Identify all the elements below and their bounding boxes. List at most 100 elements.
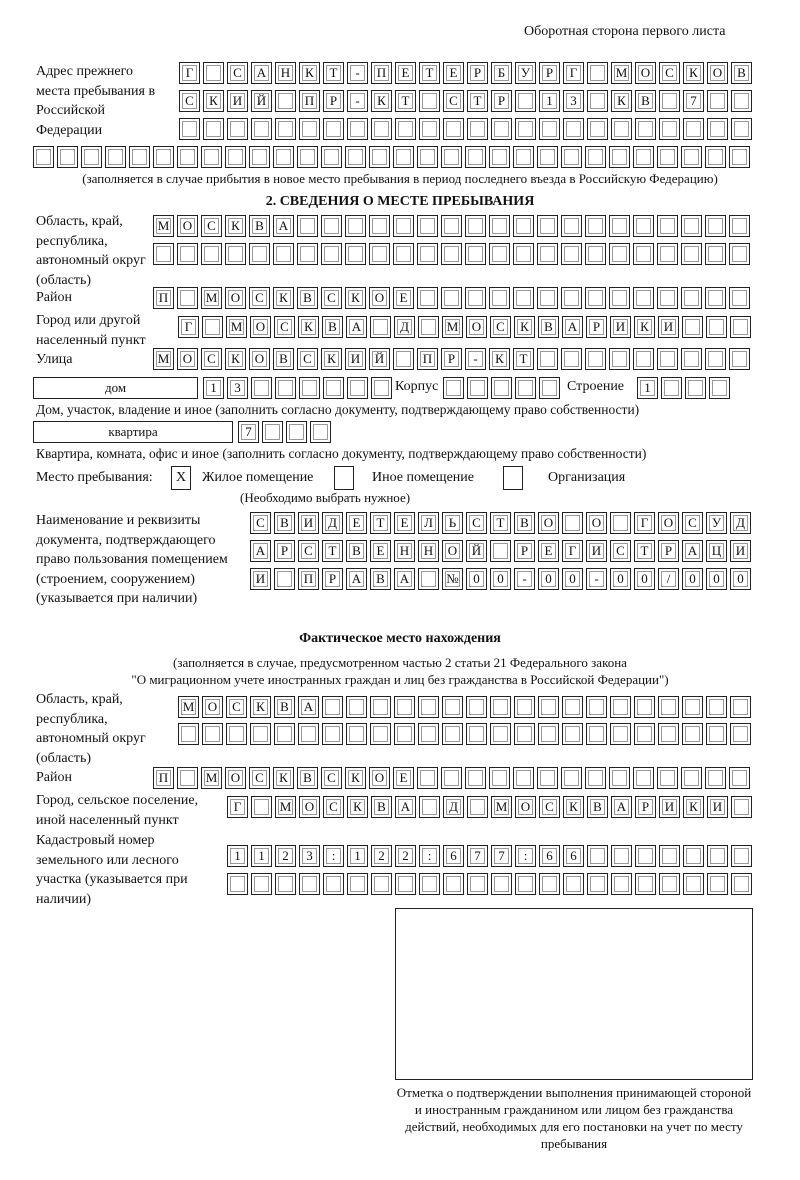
char-cell[interactable] [394, 696, 415, 718]
char-cell[interactable] [465, 215, 486, 237]
char-cell[interactable] [370, 723, 391, 745]
char-cell[interactable] [707, 90, 728, 112]
char-cell[interactable]: У [515, 62, 536, 84]
char-cell[interactable] [299, 873, 320, 895]
char-cell[interactable]: Т [490, 512, 511, 534]
char-cell[interactable]: А [346, 316, 367, 338]
char-cell[interactable] [609, 287, 630, 309]
char-cell[interactable]: О [442, 540, 463, 562]
char-cell[interactable] [441, 287, 462, 309]
char-cell[interactable] [419, 873, 440, 895]
char-cell[interactable] [249, 146, 270, 168]
char-cell[interactable]: В [346, 540, 367, 562]
char-cell[interactable] [633, 215, 654, 237]
char-cell[interactable] [633, 287, 654, 309]
char-cell[interactable] [587, 62, 608, 84]
char-cell[interactable]: 0 [706, 568, 727, 590]
char-cell[interactable] [129, 146, 150, 168]
char-cell[interactable] [251, 796, 272, 818]
char-cell[interactable] [417, 146, 438, 168]
char-cell[interactable] [201, 243, 222, 265]
char-cell[interactable]: М [226, 316, 247, 338]
char-cell[interactable] [345, 243, 366, 265]
char-cell[interactable] [681, 215, 702, 237]
char-cell[interactable] [513, 215, 534, 237]
char-cell[interactable] [731, 845, 752, 867]
char-cell[interactable] [417, 243, 438, 265]
char-cell[interactable] [561, 146, 582, 168]
char-cell[interactable] [561, 767, 582, 789]
char-cell[interactable]: Р [586, 316, 607, 338]
char-cell[interactable] [634, 723, 655, 745]
char-cell[interactable]: : [515, 845, 536, 867]
char-cell[interactable] [609, 243, 630, 265]
char-cell[interactable]: С [250, 512, 271, 534]
char-cell[interactable]: К [225, 348, 246, 370]
char-cell[interactable] [609, 146, 630, 168]
char-cell[interactable]: 3 [227, 377, 248, 399]
char-cell[interactable] [177, 243, 198, 265]
char-cell[interactable] [395, 873, 416, 895]
char-cell[interactable] [633, 348, 654, 370]
char-cell[interactable] [610, 512, 631, 534]
char-cell[interactable]: В [538, 316, 559, 338]
char-cell[interactable]: Т [370, 512, 391, 534]
char-cell[interactable] [371, 118, 392, 140]
char-cell[interactable] [346, 696, 367, 718]
char-cell[interactable] [539, 118, 560, 140]
char-cell[interactable] [659, 90, 680, 112]
char-cell[interactable]: 0 [682, 568, 703, 590]
char-cell[interactable] [729, 767, 750, 789]
char-cell[interactable] [730, 316, 751, 338]
char-cell[interactable] [731, 90, 752, 112]
char-cell[interactable] [418, 316, 439, 338]
char-cell[interactable] [418, 568, 439, 590]
char-cell[interactable]: / [658, 568, 679, 590]
char-cell[interactable] [369, 146, 390, 168]
char-cell[interactable]: В [731, 62, 752, 84]
char-cell[interactable] [685, 377, 706, 399]
char-cell[interactable]: М [153, 348, 174, 370]
char-cell[interactable] [587, 873, 608, 895]
char-cell[interactable] [394, 723, 415, 745]
char-cell[interactable] [563, 873, 584, 895]
char-cell[interactable] [441, 767, 462, 789]
char-cell[interactable]: В [587, 796, 608, 818]
char-cell[interactable]: 1 [539, 90, 560, 112]
char-cell[interactable]: Б [491, 62, 512, 84]
char-cell[interactable] [262, 421, 283, 443]
char-cell[interactable] [299, 118, 320, 140]
char-cell[interactable] [443, 377, 464, 399]
char-cell[interactable] [683, 873, 704, 895]
char-cell[interactable]: 6 [443, 845, 464, 867]
char-cell[interactable]: Р [539, 62, 560, 84]
char-cell[interactable] [322, 723, 343, 745]
char-cell[interactable]: 7 [491, 845, 512, 867]
char-cell[interactable] [705, 146, 726, 168]
char-cell[interactable]: О [369, 287, 390, 309]
char-cell[interactable] [514, 696, 535, 718]
char-cell[interactable] [465, 146, 486, 168]
char-cell[interactable]: К [250, 696, 271, 718]
char-cell[interactable]: В [322, 316, 343, 338]
char-cell[interactable] [393, 348, 414, 370]
char-cell[interactable] [659, 118, 680, 140]
char-cell[interactable] [321, 215, 342, 237]
char-cell[interactable]: О [515, 796, 536, 818]
char-cell[interactable] [441, 215, 462, 237]
char-cell[interactable] [563, 118, 584, 140]
char-cell[interactable]: К [683, 62, 704, 84]
char-cell[interactable]: Р [441, 348, 462, 370]
char-cell[interactable]: 2 [395, 845, 416, 867]
char-cell[interactable]: Т [323, 62, 344, 84]
char-cell[interactable]: 1 [251, 845, 272, 867]
char-cell[interactable]: Р [323, 90, 344, 112]
house-type-field[interactable]: дом [33, 377, 198, 399]
char-cell[interactable] [707, 845, 728, 867]
char-cell[interactable] [537, 767, 558, 789]
char-cell[interactable] [683, 845, 704, 867]
char-cell[interactable] [515, 90, 536, 112]
char-cell[interactable] [681, 243, 702, 265]
char-cell[interactable] [562, 696, 583, 718]
char-cell[interactable]: А [298, 696, 319, 718]
